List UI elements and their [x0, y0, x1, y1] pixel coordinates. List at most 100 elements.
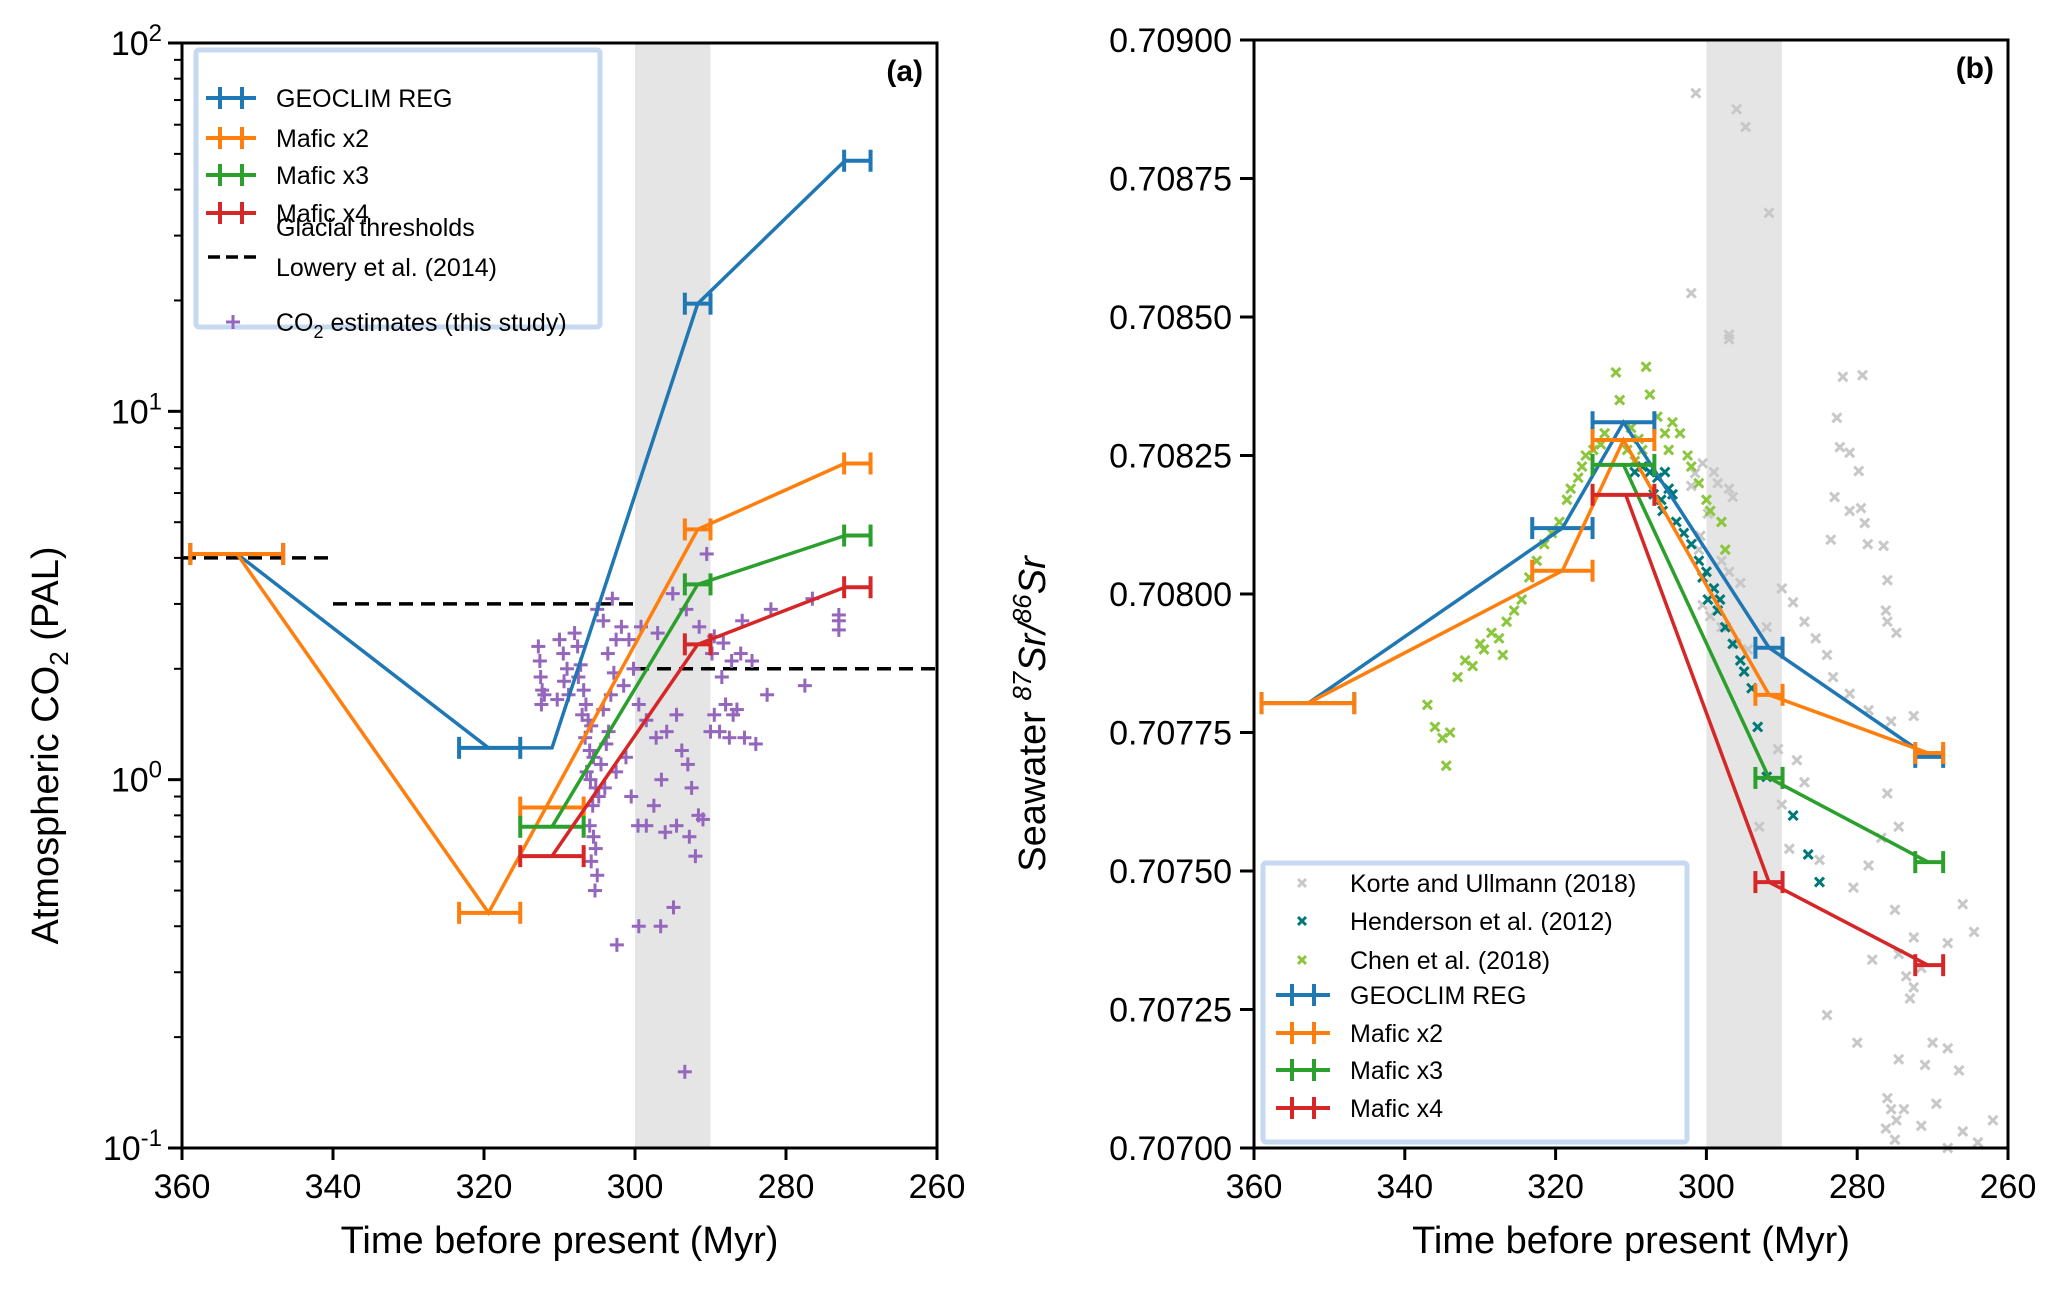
x-marker — [1904, 992, 1916, 1004]
x-marker — [1723, 566, 1735, 578]
x-tick-label: 280 — [1829, 1168, 1886, 1206]
x-marker — [1763, 207, 1775, 219]
x-marker — [1834, 441, 1846, 453]
x-stroke — [1783, 843, 1795, 855]
x-marker — [1862, 859, 1875, 872]
x-marker — [1968, 926, 1980, 938]
x-stroke — [1942, 937, 1954, 949]
plus-marker — [588, 841, 603, 856]
x-marker — [1561, 494, 1573, 506]
x-marker — [1666, 416, 1679, 428]
legend-item: GEOCLIM REG — [206, 85, 452, 113]
x-stroke — [1723, 333, 1735, 345]
axes-frame — [180, 41, 939, 1150]
x-stroke — [1516, 593, 1528, 606]
x-marker — [1674, 427, 1686, 439]
x-marker — [1565, 483, 1577, 495]
legend-label: Mafic x3 — [1350, 1057, 1443, 1085]
x-stroke — [1802, 848, 1814, 860]
plus-marker — [658, 825, 673, 840]
y-tick-label: 0.70725 — [1109, 992, 1232, 1030]
x-stroke — [1890, 627, 1902, 639]
x-marker — [1659, 427, 1671, 439]
x-stroke — [1700, 494, 1712, 506]
x-marker — [1813, 854, 1826, 866]
y-tick-label: 0.70750 — [1109, 853, 1232, 891]
x-stroke — [1834, 441, 1846, 453]
x-stroke — [1927, 1037, 1939, 1049]
x-marker — [1708, 466, 1720, 478]
x-marker — [1614, 394, 1626, 406]
plus-marker — [718, 697, 733, 712]
x-tick-label: 300 — [1678, 1168, 1735, 1206]
x-marker — [1821, 1009, 1833, 1021]
x-stroke — [1904, 992, 1916, 1004]
x-stroke — [1474, 638, 1486, 650]
x-marker — [1855, 502, 1867, 514]
x-marker — [1685, 538, 1697, 550]
plus-marker — [695, 812, 710, 827]
x-marker — [1942, 1042, 1954, 1054]
x-marker — [1421, 699, 1433, 711]
y-label-sup: 86 — [1007, 594, 1037, 623]
x-marker — [1844, 505, 1856, 517]
x-stroke — [1851, 1037, 1863, 1049]
series-mafic-x2-line — [1307, 436, 1929, 755]
x-marker — [1791, 754, 1803, 766]
x-marker — [1783, 843, 1795, 855]
x-marker — [1685, 461, 1697, 473]
plus-marker — [550, 692, 565, 707]
x-marker — [1723, 333, 1735, 345]
x-marker — [1715, 555, 1728, 567]
y-label-tail: Sr — [1012, 555, 1054, 594]
y-label-tail: (PAL) — [25, 546, 67, 651]
plus-marker — [649, 730, 664, 745]
x-marker — [1866, 954, 1878, 966]
x-marker — [1690, 87, 1702, 99]
legend-label: GEOCLIM REG — [276, 85, 452, 113]
x-stroke — [1727, 491, 1739, 503]
x-stroke — [1452, 671, 1464, 683]
x-stroke — [1761, 621, 1773, 633]
x-marker — [1890, 627, 1902, 639]
x-marker — [1831, 412, 1843, 424]
x-stroke — [1844, 688, 1856, 700]
x-marker — [1440, 760, 1452, 772]
y-tick-exponent: 0 — [149, 757, 162, 784]
x-marker — [1893, 821, 1905, 833]
x-stroke — [1614, 394, 1626, 406]
legend-label: Henderson et al. (2012) — [1350, 908, 1613, 936]
legend-box — [193, 47, 603, 330]
x-marker — [1501, 616, 1513, 628]
plus-marker — [665, 586, 680, 601]
x-stroke — [1880, 1123, 1892, 1135]
plus-marker — [737, 730, 752, 745]
x-stroke — [1930, 1098, 1942, 1110]
legend-item: Korte and Ullmann (2018) — [1296, 870, 1636, 898]
plus-marker — [688, 849, 703, 864]
x-tick-label: 360 — [1226, 1168, 1283, 1206]
x-marker — [1930, 1098, 1942, 1110]
plus-marker — [631, 919, 646, 934]
x-stroke — [1610, 366, 1622, 378]
legend-x-icon — [1296, 954, 1308, 966]
x-stroke — [1776, 582, 1788, 595]
legend-item: CO2 estimates (this study) — [226, 309, 567, 342]
y-tick-exponent: 1 — [149, 388, 162, 415]
x-stroke — [1666, 416, 1679, 428]
plus-marker — [729, 702, 744, 717]
y-tick-base: 10 — [111, 393, 149, 431]
x-marker — [1685, 287, 1697, 299]
plus-marker — [699, 546, 714, 561]
legend-item: Mafic x3 — [206, 162, 369, 190]
plus-marker — [692, 619, 707, 634]
x-stroke — [1565, 483, 1577, 495]
x-marker — [1497, 649, 1509, 661]
x-marker — [1878, 540, 1890, 552]
x-stroke — [1885, 715, 1897, 727]
x-stroke — [1704, 505, 1716, 517]
plus-marker — [590, 868, 605, 883]
x-stroke — [1685, 461, 1697, 473]
x-marker — [1798, 616, 1810, 628]
